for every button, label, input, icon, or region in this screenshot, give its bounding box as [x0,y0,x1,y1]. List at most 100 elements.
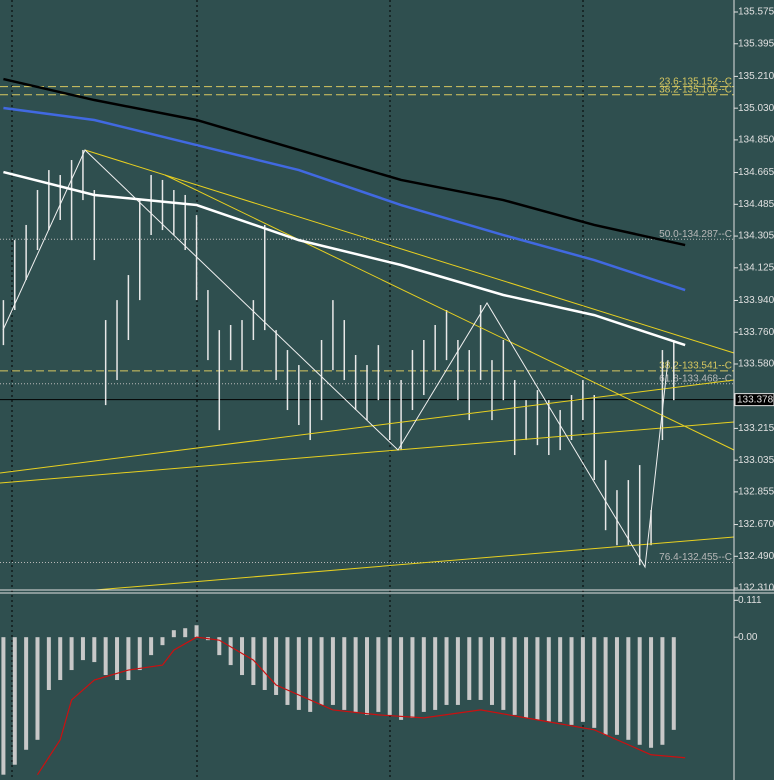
y-tick-label: 135.030 [738,103,774,114]
macd-bar [69,637,74,671]
macd-bar [103,637,108,676]
y-tick-label: 134.665 [738,167,774,178]
macd-bar [171,630,176,638]
macd-bar [649,637,654,748]
macd-bar [183,628,188,638]
macd-bar [569,637,574,725]
macd-bar [580,637,585,722]
macd-bar [535,637,540,720]
y-tick-label: 132.855 [738,487,774,498]
y-tick-label: 133.035 [738,455,774,466]
macd-bar [296,637,301,710]
moving-averages [3,77,686,347]
macd-bar [126,637,131,681]
moving-average [3,170,686,347]
trendline [0,421,735,484]
signal-line [36,636,686,776]
macd-bar [410,637,415,718]
macd-bar [240,637,245,676]
fib-label: 61.8-133.468--C [659,373,732,384]
fib-label: 38.2-135.106--C [659,84,732,95]
last-price-label: 133.378 [737,394,774,405]
y-tick-label: 0.00 [738,632,758,643]
macd-bar [137,637,142,671]
macd-bar [660,637,665,745]
y-tick-label: 134.850 [738,135,774,146]
macd-bar [387,637,392,715]
macd-bar [524,637,529,718]
y-tick-label: 133.215 [738,423,774,434]
macd-bar [614,637,619,735]
macd-bar [342,637,347,710]
y-tick-label: 133.580 [738,359,774,370]
macd-bar [274,637,279,695]
macd-bar [308,637,313,712]
macd-bar [330,637,335,705]
zigzag [2,149,669,569]
macd-bar [637,637,642,745]
trendline [84,149,735,354]
y-tick-label: 134.125 [738,262,774,273]
axis-labels: 135.575 135.395 135.210 135.030 134.850 134.6… [734,7,774,643]
y-tick-label: 135.575 [738,7,774,18]
macd-bar [319,637,324,705]
y-tick-label: 133.940 [738,295,774,306]
macd-bar [626,637,631,740]
macd-bar [444,637,449,705]
macd-bar [24,637,29,750]
trendline [164,174,735,451]
macd-bar [399,637,404,720]
macd-bar [603,637,608,735]
macd-bar [478,637,483,700]
macd-bar [489,637,494,705]
macd-bar [262,637,267,690]
macd-bar [592,637,597,728]
last-price-box [734,393,774,407]
macd-bar [46,637,51,690]
y-tick-label: 134.485 [738,199,774,210]
macd-bar [671,637,676,730]
trendline [0,379,735,474]
macd-bar [1,637,6,775]
macd-bar [421,637,426,712]
macd-bar [115,637,120,681]
y-tick-label: 135.395 [738,38,774,49]
macd-bar [58,637,63,681]
macd-bar [365,637,369,715]
y-tick-label: 132.490 [738,551,774,562]
fib-label: 76.4-132.455--C [659,552,732,563]
macd-bar [194,625,199,638]
y-tick-label: 134.305 [738,231,774,242]
macd-bar [12,637,17,765]
macd-bar [512,637,517,715]
macd-bar [92,637,97,663]
macd-bar [228,637,233,666]
macd-bar [35,637,40,740]
macd-bar [217,637,222,656]
macd-bar [80,637,85,661]
fib-label: 23.6-135.152--C [659,76,732,87]
fib-label: 38.2-133.541--C [659,361,732,372]
trendline [94,536,735,591]
macd-bar [455,637,460,705]
y-tick-label: 0.111 [738,595,762,606]
macd-bar [501,637,506,710]
macd-bar [285,637,290,705]
y-tick-label: 135.210 [738,71,774,82]
macd-bar [251,637,256,686]
macd-bar [160,637,165,646]
macd-bar [467,637,472,700]
macd-bar [353,637,358,712]
macd-bar [433,637,438,710]
macd-bar [376,637,381,712]
moving-average [3,77,686,247]
y-tick-label: 132.310 [738,583,774,594]
macd-bar [546,637,551,722]
fib-label: 50.0-134.287--C [659,229,732,240]
macd-panel [1,625,686,776]
trendlines [0,149,735,591]
y-tick-label: 133.760 [738,327,774,338]
moving-average [3,106,686,292]
